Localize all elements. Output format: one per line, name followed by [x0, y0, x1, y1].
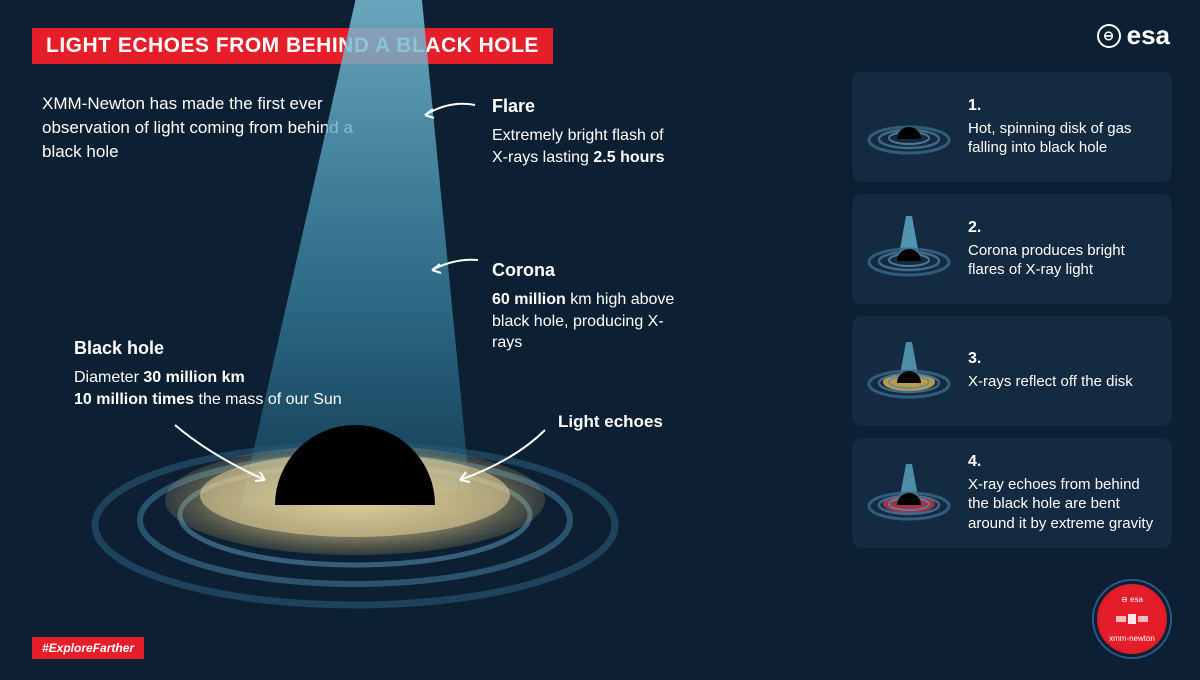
step-2: 2. Corona produces bright flares of X-ray… — [852, 194, 1172, 304]
annot-flare-body: Extremely bright flash of X-rays lasting… — [492, 125, 682, 168]
step-3-number: 3. — [968, 350, 1158, 368]
annot-flare: Flare Extremely bright flash of X-rays l… — [492, 96, 682, 168]
step-2-number: 2. — [968, 219, 1158, 237]
annot-flare-title: Flare — [492, 96, 682, 117]
step-1-desc: Hot, spinning disk of gas falling into b… — [968, 119, 1158, 158]
annot-corona-body: 60 million km high above black hole, pro… — [492, 289, 682, 354]
step-1: 1. Hot, spinning disk of gas falling into… — [852, 72, 1172, 182]
annot-echoes-title: Light echoes — [558, 412, 663, 432]
step-4: 4. X-ray echoes from behind the black hol… — [852, 438, 1172, 548]
annot-echoes: Light echoes — [558, 412, 663, 440]
mission-badge-top: ⊖ esa — [1121, 595, 1143, 604]
step-2-icon — [864, 214, 954, 284]
step-4-icon — [864, 458, 954, 528]
esa-logo-icon: ⊖ — [1097, 24, 1121, 48]
hashtag-badge: #ExploreFarther — [32, 637, 144, 659]
annot-blackhole: Black hole Diameter 30 million km10 mill… — [74, 338, 342, 410]
satellite-icon — [1112, 604, 1152, 634]
esa-logo: ⊖ esa — [1097, 20, 1170, 51]
steps-panel: 1. Hot, spinning disk of gas falling into… — [852, 72, 1172, 548]
esa-logo-text: esa — [1127, 20, 1170, 51]
step-3-icon — [864, 336, 954, 406]
step-1-icon — [864, 92, 954, 162]
annot-corona-title: Corona — [492, 260, 682, 281]
annot-corona: Corona 60 million km high above black ho… — [492, 260, 682, 354]
step-3: 3. X-rays reflect off the disk — [852, 316, 1172, 426]
annot-blackhole-title: Black hole — [74, 338, 342, 359]
step-4-number: 4. — [968, 453, 1158, 471]
annot-blackhole-body: Diameter 30 million km10 million times t… — [74, 367, 342, 410]
step-3-desc: X-rays reflect off the disk — [968, 372, 1158, 392]
step-4-desc: X-ray echoes from behind the black hole … — [968, 475, 1158, 534]
mission-badge-bottom: xmm-newton — [1109, 634, 1155, 643]
mission-badge: ⊖ esa xmm-newton — [1094, 581, 1170, 657]
step-2-desc: Corona produces bright flares of X-ray l… — [968, 241, 1158, 280]
step-1-number: 1. — [968, 97, 1158, 115]
